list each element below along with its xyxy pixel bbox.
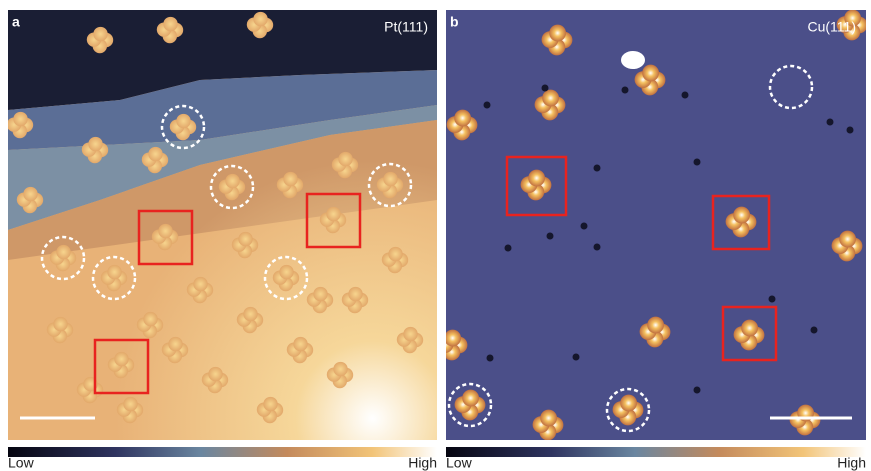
adsorbate [208,367,222,381]
vacancy [682,92,689,99]
adsorbate [123,397,137,411]
vacancy [581,223,588,230]
panel-label: b [450,14,459,30]
adsorbate [114,352,128,366]
adsorbate [168,337,182,351]
vacancy [811,327,818,334]
adsorbate [238,232,252,246]
adsorbate [158,224,172,238]
vacancy [542,85,549,92]
adsorbate [542,90,559,107]
vacancy [505,245,512,252]
adsorbate [313,287,327,301]
adsorbate [620,395,637,412]
vacancy [847,127,854,134]
adsorbate [388,247,402,261]
adsorbate [243,307,257,321]
vacancy [769,296,776,303]
adsorbate [647,317,664,334]
adsorbate [454,110,471,127]
vacancy [547,233,554,240]
adsorbate [642,65,659,82]
colorbar-high: High [837,455,866,471]
panel-label: a [12,14,20,30]
adsorbate [88,137,102,151]
vacancy [487,355,494,362]
adsorbate [383,172,397,186]
colorbar-high: High [408,455,437,471]
adsorbate [263,397,277,411]
vacancy [594,244,601,251]
adsorbate [53,317,67,331]
vacancy [694,159,701,166]
adsorbate [528,170,545,187]
adsorbate [56,245,70,259]
adsorbate [143,312,157,326]
vacancy [694,387,701,394]
adsorbate [253,12,267,26]
colorbar-low: Low [446,455,473,471]
colorbar-low: Low [8,455,35,471]
panel-title: Cu(111) [807,19,856,35]
adsorbate [326,207,340,221]
adsorbate [348,287,362,301]
adsorbate [279,265,293,279]
adsorbate [283,172,297,186]
colorbar [446,447,866,457]
adsorbate [549,25,566,42]
adsorbate [23,187,37,201]
figure: a Pt(111) b Cu(111) Low High Low High [0,0,871,471]
adsorbate [839,231,856,248]
adsorbate [176,114,190,128]
adsorbate [462,390,479,407]
adsorbate [107,265,121,279]
panel-b-image [437,10,868,441]
vacancy [573,354,580,361]
adsorbate [403,327,417,341]
vacancy [827,119,834,126]
panel-a-image [7,10,437,440]
adsorbate [338,152,352,166]
adsorbate [444,330,461,347]
colorbar [8,447,437,457]
vacancy [594,165,601,172]
adsorbate [741,320,758,337]
adsorbate [193,277,207,291]
vacancy [484,102,491,109]
adsorbate [733,207,750,224]
vacancy [622,87,629,94]
adsorbate [13,112,27,126]
adsorbate [163,17,177,31]
adsorbate [225,174,239,188]
adsorbate [293,337,307,351]
adsorbate [333,362,347,376]
adsorbate [621,51,645,69]
adsorbate [540,410,557,427]
panel-title: Pt(111) [384,19,428,35]
adsorbate [148,147,162,161]
adsorbate [93,27,107,41]
